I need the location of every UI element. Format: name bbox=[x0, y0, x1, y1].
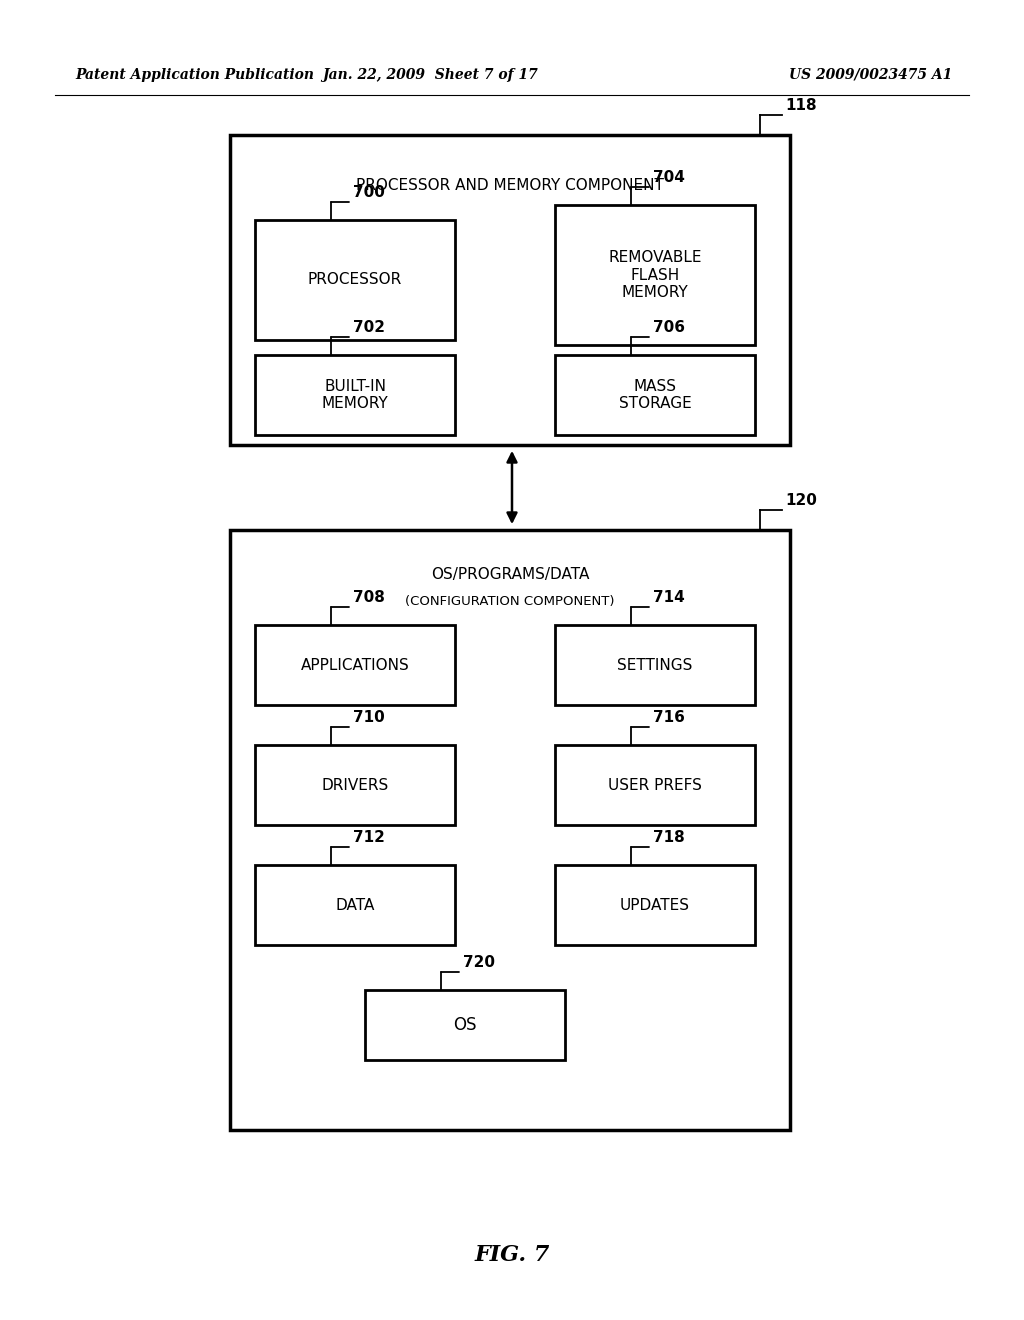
Text: Jan. 22, 2009  Sheet 7 of 17: Jan. 22, 2009 Sheet 7 of 17 bbox=[323, 69, 538, 82]
Text: UPDATES: UPDATES bbox=[620, 898, 690, 912]
Text: APPLICATIONS: APPLICATIONS bbox=[301, 657, 410, 672]
Bar bbox=[230, 531, 790, 1130]
Bar bbox=[555, 205, 755, 345]
Text: US 2009/0023475 A1: US 2009/0023475 A1 bbox=[788, 69, 952, 82]
Text: OS: OS bbox=[454, 1016, 477, 1034]
Bar bbox=[255, 624, 455, 705]
Text: 704: 704 bbox=[653, 170, 685, 185]
Text: (CONFIGURATION COMPONENT): (CONFIGURATION COMPONENT) bbox=[406, 595, 614, 609]
Text: DATA: DATA bbox=[335, 898, 375, 912]
Bar bbox=[365, 990, 565, 1060]
Text: PROCESSOR AND MEMORY COMPONENT: PROCESSOR AND MEMORY COMPONENT bbox=[356, 177, 664, 193]
Text: PROCESSOR: PROCESSOR bbox=[308, 272, 402, 288]
Bar bbox=[255, 355, 455, 436]
Bar bbox=[555, 355, 755, 436]
Text: BUILT-IN
MEMORY: BUILT-IN MEMORY bbox=[322, 379, 388, 412]
Text: 716: 716 bbox=[653, 710, 685, 725]
Text: OS/PROGRAMS/DATA: OS/PROGRAMS/DATA bbox=[431, 568, 589, 582]
Bar bbox=[555, 744, 755, 825]
Text: SETTINGS: SETTINGS bbox=[617, 657, 692, 672]
Text: 718: 718 bbox=[653, 830, 685, 845]
Text: 712: 712 bbox=[353, 830, 385, 845]
Text: FIG. 7: FIG. 7 bbox=[474, 1243, 550, 1266]
Text: 702: 702 bbox=[353, 319, 385, 335]
Text: 120: 120 bbox=[785, 492, 817, 508]
Text: 708: 708 bbox=[353, 590, 385, 605]
Text: REMOVABLE
FLASH
MEMORY: REMOVABLE FLASH MEMORY bbox=[608, 249, 701, 300]
Bar bbox=[555, 624, 755, 705]
Bar bbox=[230, 135, 790, 445]
Bar bbox=[255, 744, 455, 825]
Text: 714: 714 bbox=[653, 590, 685, 605]
Bar bbox=[255, 220, 455, 341]
Text: 118: 118 bbox=[785, 98, 816, 114]
Text: 700: 700 bbox=[353, 185, 385, 201]
Text: 720: 720 bbox=[463, 954, 495, 970]
Text: DRIVERS: DRIVERS bbox=[322, 777, 389, 792]
Text: USER PREFS: USER PREFS bbox=[608, 777, 701, 792]
Text: 706: 706 bbox=[653, 319, 685, 335]
Text: 710: 710 bbox=[353, 710, 385, 725]
Text: Patent Application Publication: Patent Application Publication bbox=[75, 69, 314, 82]
Text: MASS
STORAGE: MASS STORAGE bbox=[618, 379, 691, 412]
Bar bbox=[555, 865, 755, 945]
Bar bbox=[255, 865, 455, 945]
